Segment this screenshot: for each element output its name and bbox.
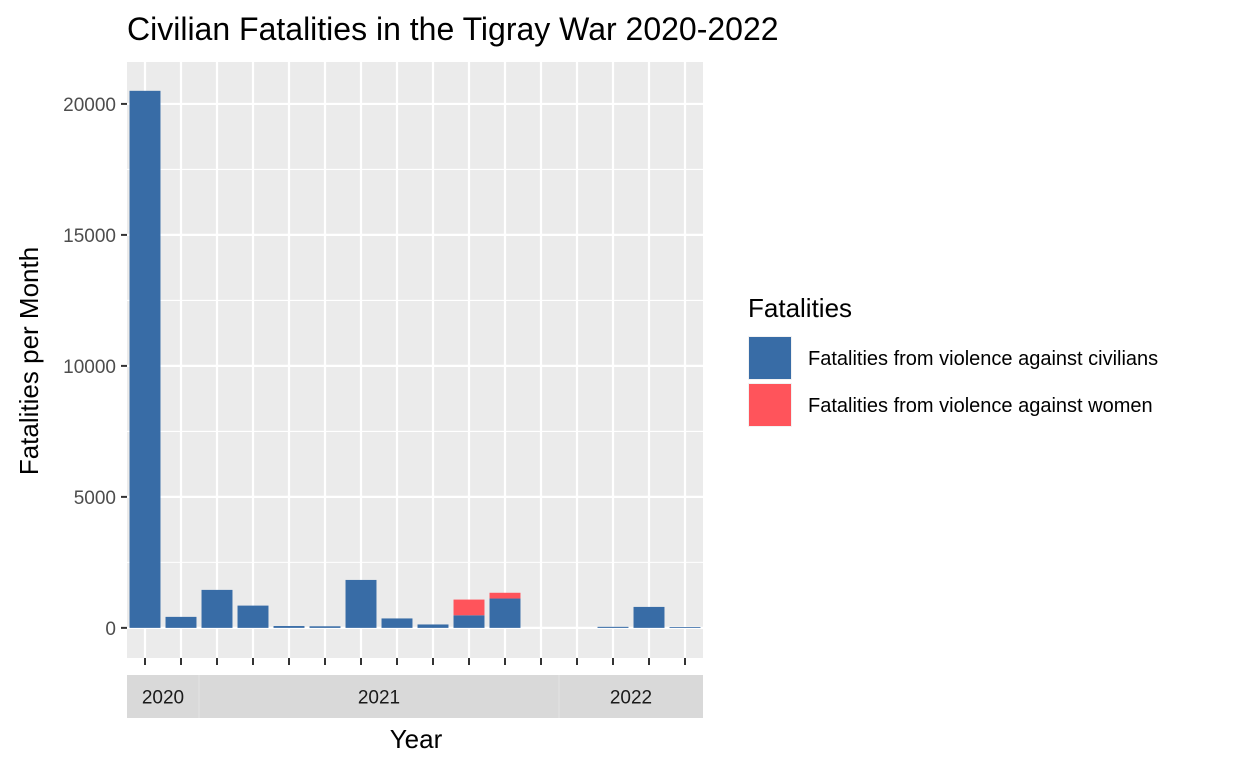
x-axis-title: Year: [390, 724, 443, 754]
facet-strip: [199, 675, 559, 718]
bar-civilians: [345, 579, 377, 628]
legend-swatch-civilians: [749, 337, 791, 379]
y-tick-label: 0: [105, 619, 116, 640]
facet-strips: 2020 2021 2022: [127, 675, 703, 718]
bar-civilians: [633, 606, 665, 628]
y-tick-label: 10000: [63, 357, 116, 378]
y-tick-label: 20000: [63, 95, 116, 116]
grid-lines: [127, 62, 703, 658]
bar-layer: [129, 90, 701, 628]
bar-civilians: [453, 615, 485, 628]
bar-civilians: [201, 589, 233, 628]
bar-civilians: [129, 90, 161, 628]
bar-women: [489, 592, 521, 599]
bar-civilians: [669, 627, 701, 628]
facet-strip: [127, 675, 199, 718]
legend-swatch-women: [749, 384, 791, 426]
bar-civilians: [381, 618, 413, 628]
facet-strip-label: 2022: [610, 688, 652, 709]
y-axis-title: Fatalities per Month: [14, 247, 44, 475]
legend-title: Fatalities: [748, 293, 852, 323]
y-axis: 0 5000 10000 15000 20000: [63, 95, 127, 640]
bar-women: [453, 599, 485, 616]
bar-civilians: [489, 598, 521, 628]
facet-strip-label: 2020: [142, 688, 184, 709]
bar-civilians: [273, 626, 305, 628]
facet-strip-label: 2021: [358, 688, 400, 709]
legend: Fatalities Fatalities from violence agai…: [748, 293, 1158, 427]
bar-civilians: [309, 626, 341, 628]
legend-label: Fatalities from violence against women: [808, 395, 1153, 417]
y-tick-label: 15000: [63, 226, 116, 247]
chart-title: Civilian Fatalities in the Tigray War 20…: [127, 11, 779, 47]
y-tick-label: 5000: [74, 488, 116, 509]
bar-civilians: [597, 626, 629, 628]
legend-label: Fatalities from violence against civilia…: [808, 348, 1158, 370]
plot-panel: [127, 62, 703, 658]
bar-civilians: [237, 605, 269, 628]
bar-civilians: [417, 624, 449, 628]
bar-civilians: [165, 616, 197, 628]
facet-strip: [559, 675, 703, 718]
x-axis: [144, 658, 686, 665]
panel-background: [127, 62, 703, 658]
